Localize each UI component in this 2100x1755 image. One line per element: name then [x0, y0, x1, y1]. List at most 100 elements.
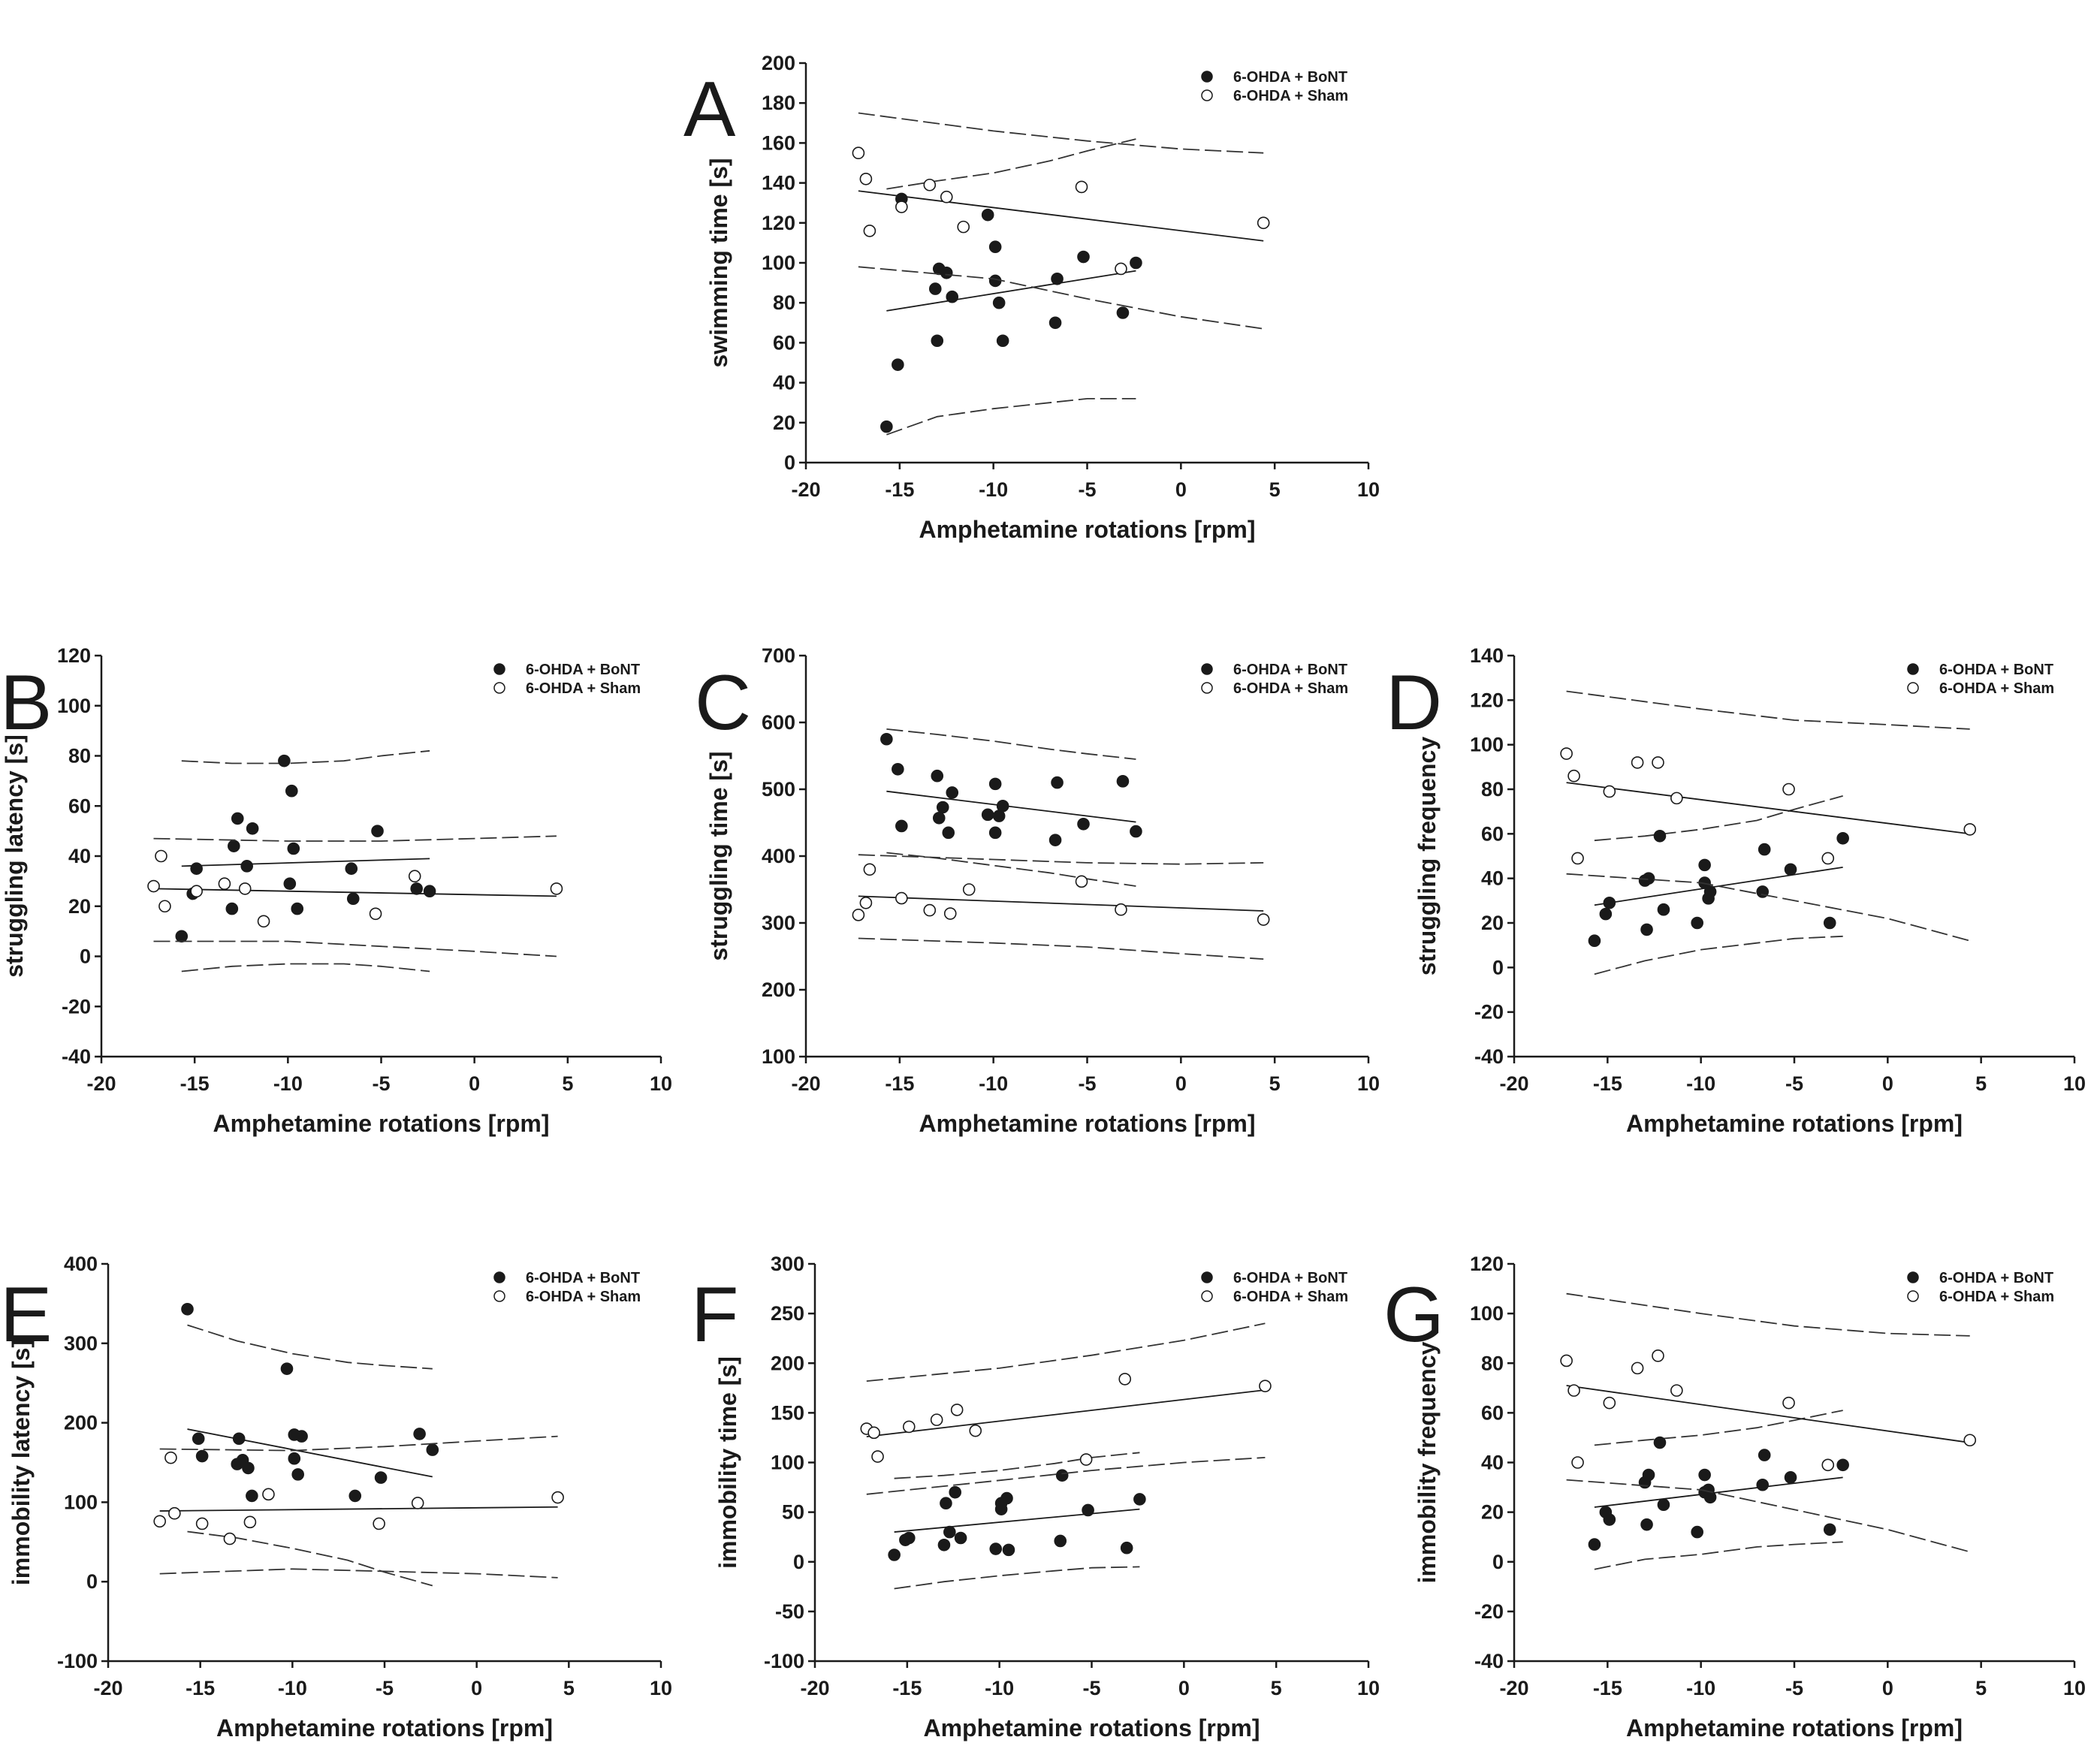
data-point-bont [1000, 1491, 1013, 1505]
x-tick-label: 5 [1271, 1677, 1282, 1699]
data-point-bont [880, 732, 893, 746]
panel-letter: C [695, 659, 751, 746]
y-tick-label: 0 [793, 1551, 804, 1573]
data-point-sham [1782, 783, 1795, 796]
data-point-bont [1758, 1449, 1771, 1461]
y-tick-label: -40 [1474, 1045, 1504, 1068]
x-tick-label: -10 [979, 478, 1008, 501]
y-tick-label: 20 [773, 412, 795, 434]
regression-line-sham [858, 895, 1264, 912]
x-tick-label: -5 [1078, 478, 1096, 501]
x-tick-label: -5 [1082, 1677, 1100, 1699]
data-point-sham [1079, 1453, 1093, 1466]
confidence-band-lower-sham [858, 266, 1264, 330]
data-point-sham [895, 201, 908, 213]
data-point-sham [369, 907, 382, 921]
y-axis-title: immobility frequency [1414, 1341, 1441, 1583]
data-point-bont [291, 1468, 304, 1481]
panel-g: G -20 -15 -10 -5 0 5 10 -40 -20 0 20 40 60 80 100 120 Amp… [1383, 1253, 2086, 1741]
y-axis-title: immobility time [s] [714, 1356, 741, 1569]
confidence-band-lower-bont [187, 1530, 433, 1587]
data-point-sham [411, 1497, 424, 1509]
data-point-bont [1640, 1518, 1653, 1531]
data-point-sham [195, 1517, 209, 1530]
x-tick-label: -10 [1686, 1072, 1715, 1095]
data-point-sham [923, 903, 937, 917]
x-tick-label: -20 [1499, 1072, 1528, 1095]
y-tick-label: 0 [1492, 956, 1504, 979]
data-point-bont [988, 274, 1002, 288]
confidence-band-upper-bont [886, 138, 1136, 190]
data-point-sham [373, 1517, 385, 1530]
data-point-bont [988, 777, 1002, 791]
confidence-band-lower-bont [181, 963, 430, 972]
x-tick-label: -15 [892, 1677, 922, 1699]
data-point-bont [246, 1489, 258, 1503]
data-point-bont [1116, 306, 1130, 319]
data-point-sham [863, 863, 877, 876]
data-point-sham [1567, 769, 1580, 783]
legend-label-bont: 6-OHDA + BoNT [1233, 662, 1347, 678]
data-point-sham [1963, 1434, 1977, 1447]
x-tick-label: -15 [186, 1677, 215, 1699]
legend-marker-open [1201, 682, 1213, 694]
data-point-bont [940, 266, 953, 279]
data-point-bont [278, 754, 291, 767]
confidence-band-lower-sham [866, 1457, 1266, 1495]
data-point-bont [1082, 1503, 1094, 1517]
data-point-bont [1691, 916, 1703, 930]
data-point-sham [243, 1515, 257, 1529]
data-point-bont [988, 240, 1002, 254]
confidence-band-upper-sham [866, 1322, 1266, 1382]
panel-c: C -20 -15 -10 -5 0 5 10 100 200 300 400 500 600 700 Amp… [695, 644, 1380, 1137]
y-axis-title: struggling latency [s] [1, 734, 28, 978]
legend-marker-filled [493, 1271, 505, 1283]
data-point-bont [410, 882, 423, 895]
data-point-bont [280, 1362, 294, 1375]
regression-line-sham [866, 1389, 1266, 1438]
data-point-bont [936, 801, 949, 814]
data-point-bont [1784, 1471, 1797, 1484]
x-tick-label: -10 [1686, 1677, 1715, 1699]
data-point-sham [950, 1404, 964, 1416]
data-point-sham [1560, 747, 1573, 760]
data-point-bont [240, 860, 254, 873]
legend-label-sham: 6-OHDA + Sham [1233, 680, 1348, 697]
legend-marker-filled [1201, 71, 1213, 83]
legend-marker-open [1907, 682, 1919, 694]
data-point-bont [981, 808, 994, 822]
data-point-bont [295, 1430, 308, 1443]
x-tick-label: -15 [1593, 1072, 1622, 1095]
panel-letter: G [1383, 1271, 1444, 1358]
data-point-sham [1670, 792, 1683, 805]
confidence-band-lower-sham [159, 1568, 558, 1579]
data-point-bont [1836, 831, 1849, 845]
data-point-bont [1133, 1493, 1146, 1506]
data-point-bont [1657, 1498, 1670, 1512]
data-point-bont [942, 826, 955, 840]
x-tick-label: -10 [985, 1677, 1014, 1699]
y-tick-label: 20 [1481, 912, 1504, 934]
regression-line-bont [181, 858, 430, 867]
confidence-band-lower-bont [1594, 1541, 1843, 1570]
y-tick-label: -40 [62, 1045, 91, 1068]
y-tick-label: -20 [1474, 1001, 1504, 1024]
data-point-sham [1560, 1354, 1573, 1368]
x-tick-label: -5 [1785, 1677, 1803, 1699]
regression-line-bont [886, 270, 1136, 312]
confidence-band-lower-sham [1566, 873, 1970, 942]
panel-f: F-20 -15 -10 -5 0 5 10-100-5005010015020025030… [691, 1253, 1380, 1741]
x-tick-label: 10 [1357, 478, 1380, 501]
panel-letter: E [0, 1271, 52, 1358]
regression-line-bont [1594, 1476, 1843, 1508]
data-point-bont [1048, 834, 1062, 846]
x-tick-label: 0 [469, 1072, 480, 1095]
x-tick-label: -10 [979, 1072, 1008, 1095]
regression-line-bont [894, 1508, 1140, 1533]
regression-line-sham [159, 1506, 558, 1512]
data-point-bont [1691, 1525, 1703, 1539]
data-point-bont [374, 1471, 388, 1484]
panel-a: A-20 -15 -10 -5 0 5 10020406080100120140160180… [683, 52, 1380, 543]
data-point-bont [895, 819, 908, 833]
confidence-band-upper-sham [858, 854, 1264, 865]
